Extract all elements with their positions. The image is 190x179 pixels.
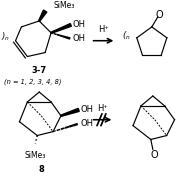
Text: (n = 1, 2, 3, 4, 8): (n = 1, 2, 3, 4, 8) <box>4 79 61 85</box>
Text: H⁺: H⁺ <box>97 104 108 113</box>
Text: H⁺: H⁺ <box>98 25 109 34</box>
Text: O: O <box>156 10 164 20</box>
Text: OH: OH <box>81 105 94 114</box>
Text: 8: 8 <box>38 165 44 174</box>
Polygon shape <box>51 24 71 33</box>
Text: )$_n$: )$_n$ <box>1 30 10 43</box>
Text: OH: OH <box>73 20 86 29</box>
Polygon shape <box>39 10 47 21</box>
Polygon shape <box>61 108 79 116</box>
Text: SiMe₃: SiMe₃ <box>53 1 74 10</box>
Text: SiMe₃: SiMe₃ <box>25 151 46 160</box>
Text: O: O <box>151 150 159 160</box>
Text: 3-7: 3-7 <box>32 66 47 75</box>
Text: OH: OH <box>73 34 86 43</box>
Text: ($_n$: ($_n$ <box>122 30 131 42</box>
Text: OH: OH <box>81 119 94 128</box>
